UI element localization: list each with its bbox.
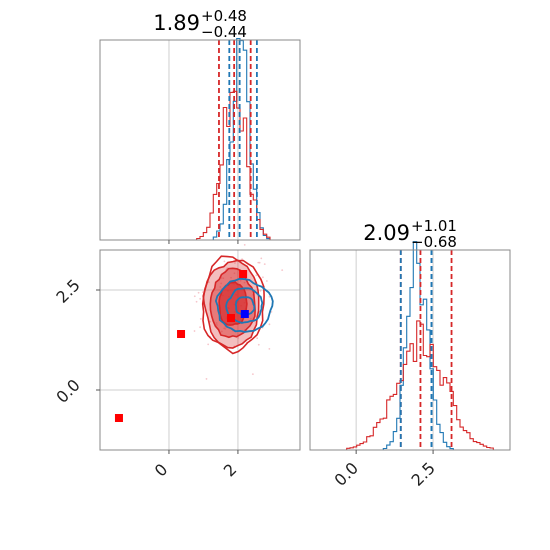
- sample-point: [243, 243, 246, 246]
- sample-point: [205, 378, 208, 380]
- sample-point: [262, 276, 264, 279]
- sample-point: [215, 324, 218, 326]
- sample-point: [193, 295, 196, 298]
- sample-point: [230, 276, 232, 279]
- sample-point: [268, 323, 271, 326]
- sample-point: [207, 343, 210, 346]
- sample-point: [220, 277, 223, 279]
- sample-point: [241, 258, 243, 261]
- sample-point: [268, 295, 271, 298]
- sample-point: [209, 320, 212, 323]
- red-contour-level: [201, 255, 265, 355]
- sample-point: [199, 326, 202, 329]
- sample-point: [234, 262, 236, 264]
- sample-point: [255, 274, 258, 277]
- bottom-right-xtick-label: 2.5: [407, 458, 438, 489]
- sample-point: [251, 373, 254, 376]
- title-top-plus: +0.48: [201, 7, 247, 25]
- sample-point: [237, 337, 240, 339]
- sample-point: [281, 269, 284, 272]
- sample-point: [199, 297, 202, 300]
- bottom-left-ytick-label: 2.5: [52, 275, 83, 306]
- title-right-minus: −0.68: [411, 233, 457, 251]
- bottom-left-frame: [99, 249, 301, 451]
- sample-point: [220, 330, 223, 333]
- panel-bottom-left-scatter: 0 2 0.0 2.5: [52, 243, 301, 481]
- title-top-minus: −0.44: [201, 23, 247, 41]
- panel-top-left-histogram: 1.89 +0.48 −0.44: [99, 7, 301, 244]
- bottom-left-ytick-label: 0.0: [52, 375, 83, 406]
- sample-point: [233, 272, 236, 275]
- bottom-right-xtick-label: 0.0: [331, 458, 362, 489]
- bottom-right-plot-area: 0.0 2.5: [309, 241, 511, 490]
- sample-point: [199, 318, 202, 320]
- sample-point: [222, 277, 225, 280]
- blue-square-marker: [240, 310, 249, 318]
- panel-bottom-right-histogram: 0.0 2.5 2.09 +1.01 −0.68: [309, 217, 511, 490]
- sample-point: [223, 260, 226, 263]
- top-left-frame: [99, 39, 301, 241]
- sample-point: [195, 300, 198, 303]
- bottom-left-xtick-label: 0: [151, 460, 172, 481]
- blue-contour-level: [225, 287, 264, 324]
- sample-point: [250, 317, 252, 320]
- sample-point: [257, 261, 260, 264]
- sample-point: [256, 337, 259, 340]
- sample-point: [259, 289, 262, 292]
- top-left-background: [100, 40, 300, 240]
- sample-point: [197, 291, 200, 294]
- sample-point: [265, 280, 268, 282]
- blue-contour-level: [214, 277, 274, 333]
- sample-point: [239, 279, 242, 282]
- bottom-right-series-1: [310, 320, 510, 451]
- sample-point: [260, 257, 263, 260]
- sample-point: [263, 263, 266, 265]
- red-square-marker: [239, 270, 248, 278]
- red-square-marker: [114, 414, 123, 422]
- sample-point: [258, 261, 261, 264]
- red-square-marker: [227, 314, 236, 322]
- title-top-value: 1.89: [153, 11, 200, 35]
- red-square-marker: [177, 330, 186, 338]
- bottom-left-xtick-label: 2: [220, 460, 241, 481]
- top-left-plot-area: [99, 37, 301, 244]
- sample-point: [243, 281, 246, 284]
- title-right-plus: +1.01: [411, 217, 457, 235]
- sample-point: [219, 286, 222, 288]
- sample-point: [257, 343, 260, 346]
- sample-point: [220, 282, 223, 285]
- sample-point: [215, 322, 218, 324]
- sample-point: [268, 347, 271, 350]
- title-right-value: 2.09: [363, 221, 410, 245]
- bottom-right-frame: [309, 249, 511, 451]
- sample-point: [193, 330, 196, 332]
- blue-contour-level: [234, 296, 256, 316]
- sample-point: [224, 327, 227, 330]
- bottom-left-background: [100, 250, 300, 450]
